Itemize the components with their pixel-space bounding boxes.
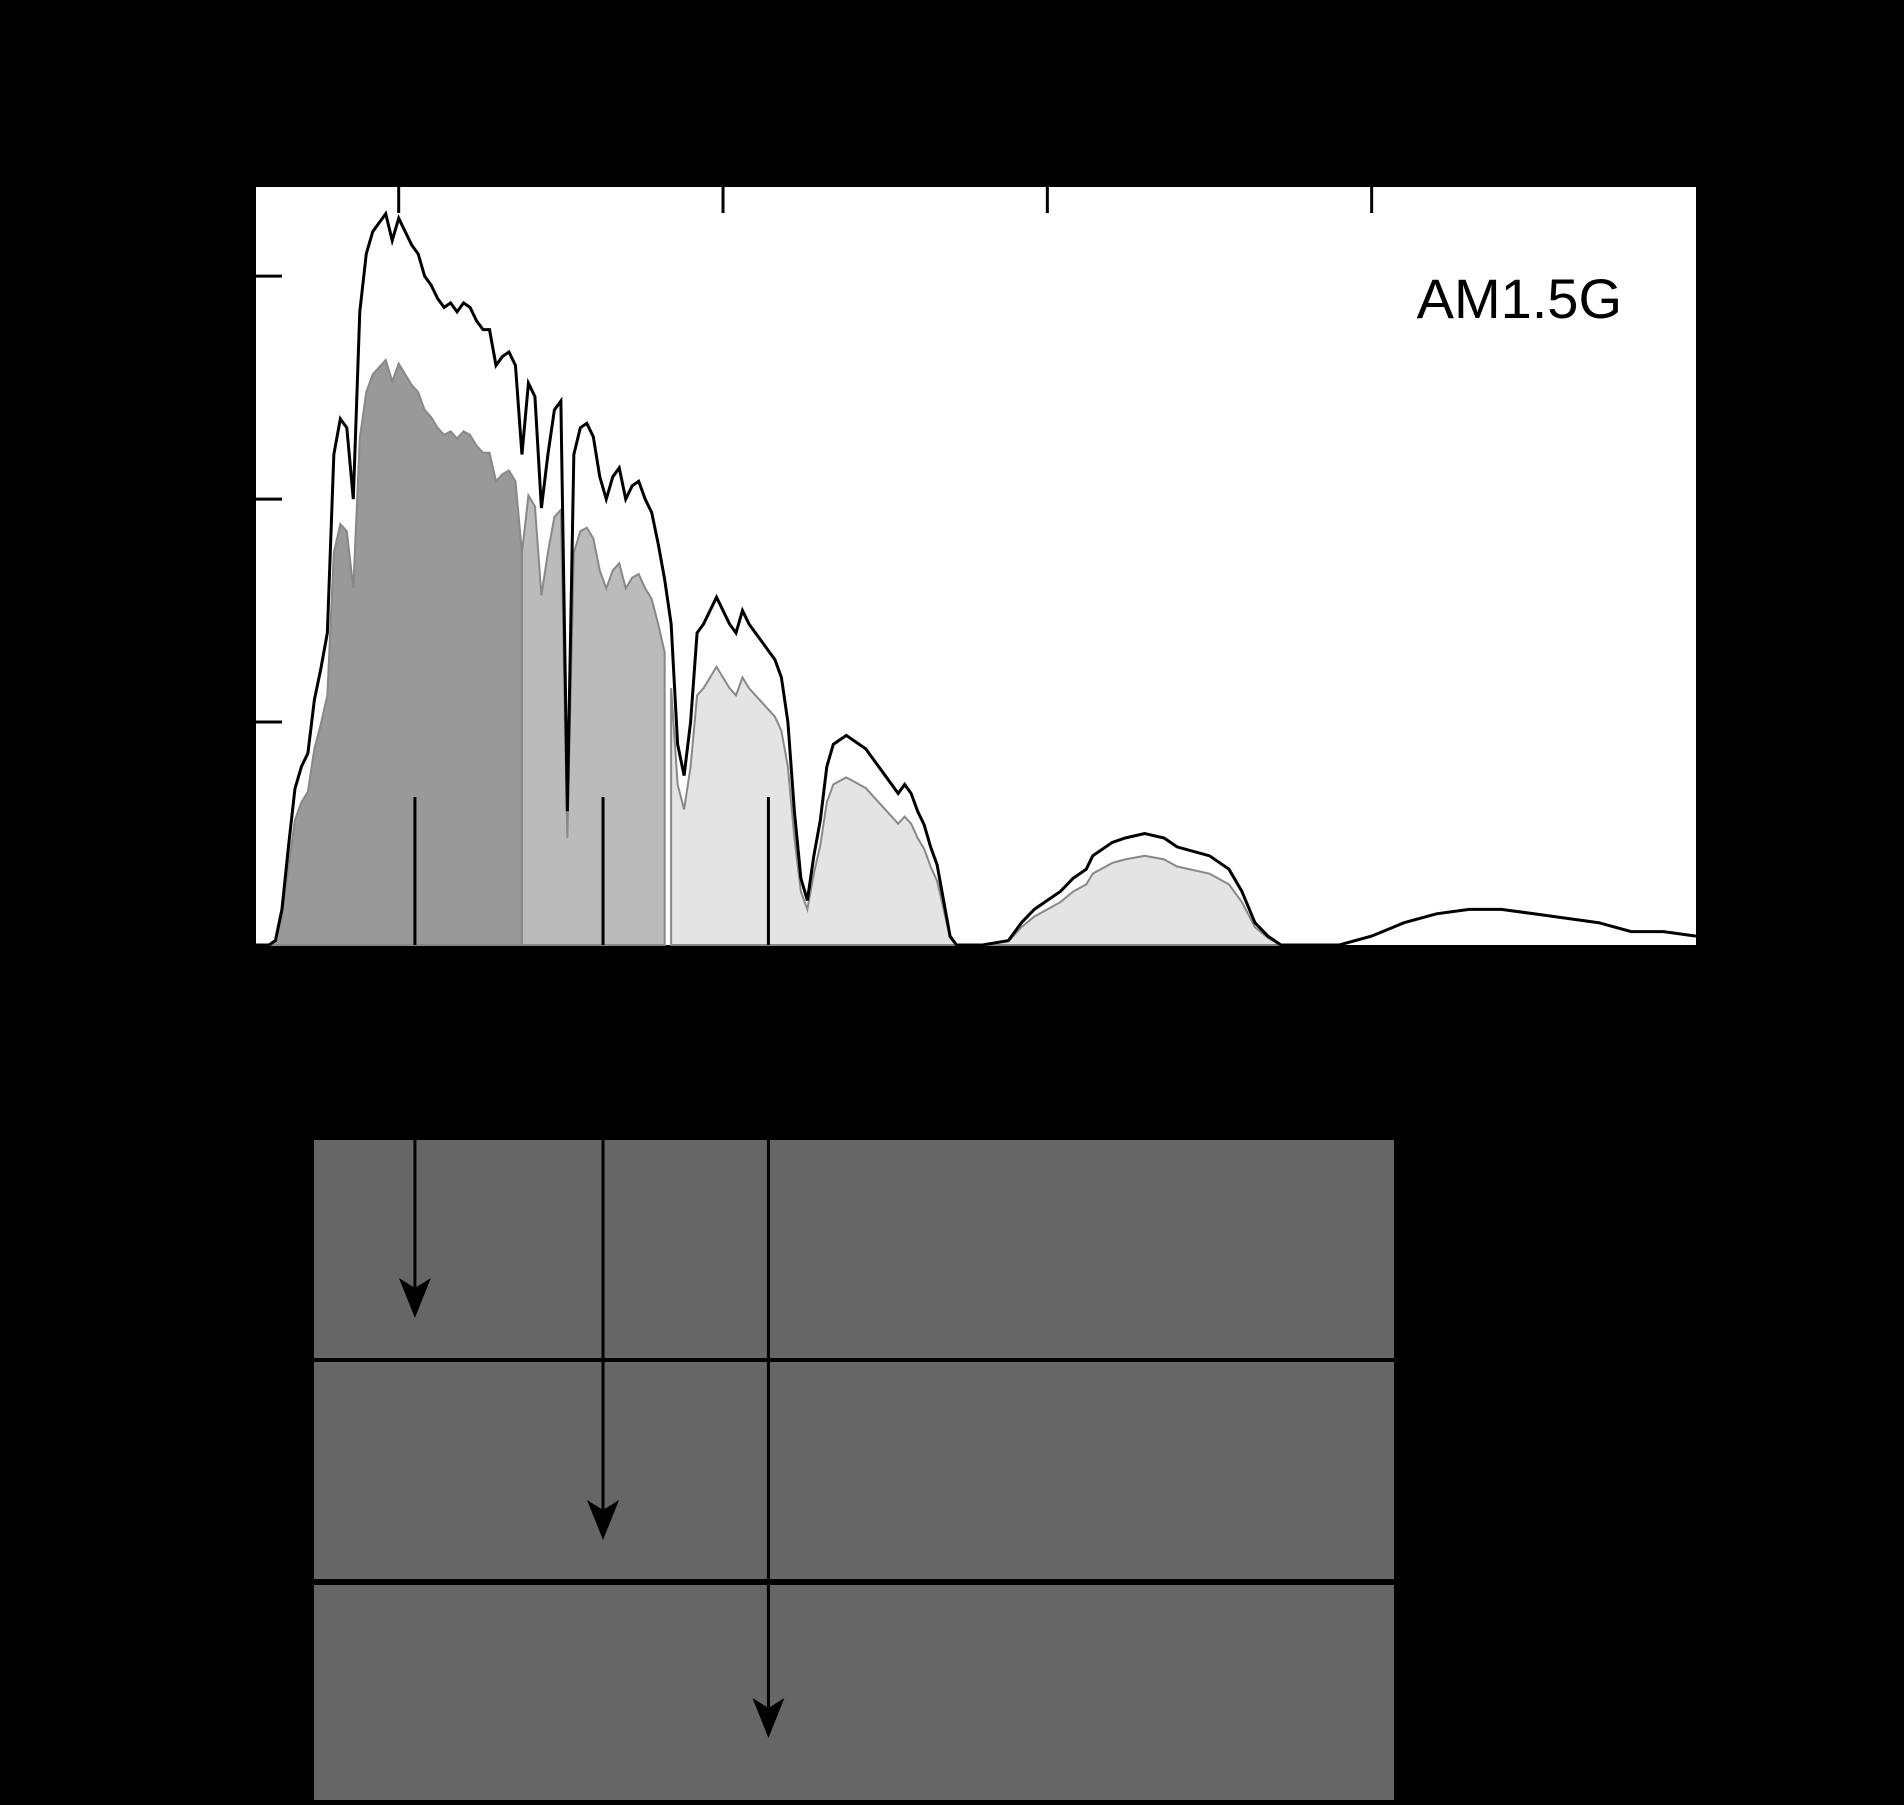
axis-ticks (256, 187, 1374, 724)
spectrum-label: AM1.5G (1417, 267, 1622, 330)
absorption-arrows (398, 797, 785, 1738)
arrow-head (752, 1698, 785, 1738)
absorbed-bands (268, 358, 1282, 946)
layer-stack-body (314, 1140, 1394, 1800)
absorbed-band (268, 358, 523, 946)
spectrum-line (256, 210, 1697, 947)
absorbed-band (670, 664, 1282, 946)
absorbed-band (520, 492, 666, 946)
arrow-head (398, 1278, 431, 1318)
cell-layer-stack (314, 1140, 1394, 1800)
arrow-head (587, 1500, 620, 1540)
